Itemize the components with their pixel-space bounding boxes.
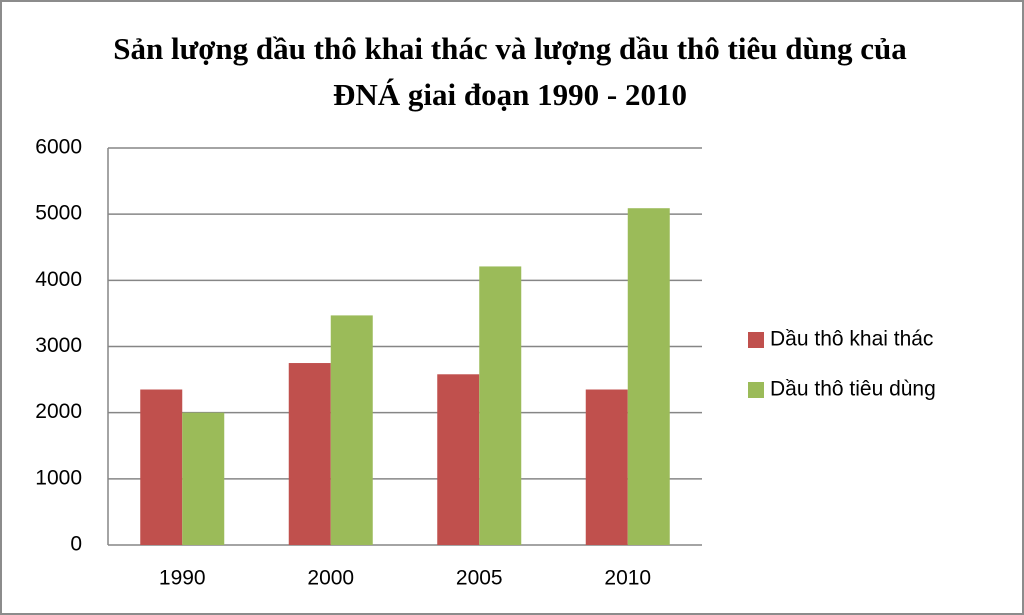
- y-tick-label: 2000: [35, 400, 82, 423]
- bar: [437, 374, 480, 545]
- x-tick-label: 2010: [604, 567, 651, 590]
- y-tick-label: 5000: [35, 202, 82, 225]
- x-tick-label: 2000: [307, 567, 354, 590]
- bar: [140, 389, 183, 545]
- bar: [182, 412, 225, 545]
- legend-label: Dầu thô khai thác: [770, 328, 933, 351]
- legend-swatch: [748, 382, 764, 398]
- bar: [288, 363, 331, 545]
- legend-label: Dầu thô tiêu dùng: [770, 378, 936, 401]
- legend-swatch: [748, 332, 764, 348]
- x-tick-label: 2005: [456, 567, 503, 590]
- y-tick-label: 1000: [35, 466, 82, 489]
- y-tick-label: 6000: [35, 136, 82, 159]
- y-tick-label: 4000: [35, 268, 82, 291]
- bar: [585, 389, 628, 545]
- chart-title: Sản lượng dầu thô khai thác và lượng dầu…: [113, 31, 907, 112]
- bar: [627, 208, 670, 545]
- bar: [330, 315, 373, 545]
- bar: [479, 266, 522, 545]
- x-tick-label: 1990: [159, 567, 206, 590]
- y-tick-label: 3000: [35, 334, 82, 357]
- y-tick-label: 0: [70, 533, 82, 556]
